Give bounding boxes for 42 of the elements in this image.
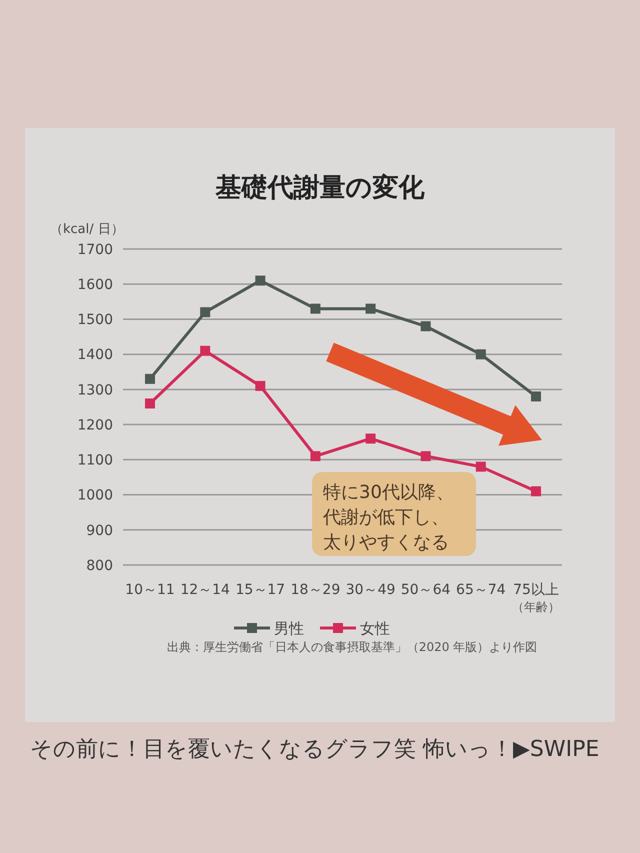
- source-note: 出典：厚生労働省「日本人の食事摂取基準」（2020 年版）より作図: [166, 640, 538, 654]
- annotation: 特に30代以降、代謝が低下し、太りやすくなる: [322, 482, 454, 553]
- point: [255, 276, 266, 286]
- x-axis-title: （年齢）: [512, 600, 560, 614]
- point: [420, 321, 431, 332]
- y-tick-label: 1100: [77, 452, 113, 469]
- point: [255, 380, 266, 391]
- x-tick-label: 50～64: [400, 582, 451, 598]
- point: [531, 391, 541, 402]
- x-tick-label: 10～11: [125, 582, 175, 598]
- y-tick-label: 1700: [77, 242, 113, 258]
- y-tick-label: 900: [86, 522, 113, 539]
- y-axis-title: （kcal/ 日）: [50, 222, 124, 237]
- x-tick-label: 15～17: [235, 582, 286, 598]
- y-tick-label: 1000: [77, 488, 113, 504]
- point: [200, 346, 210, 356]
- y-tick-label: 1200: [77, 417, 113, 434]
- y-tick-label: 1400: [77, 347, 113, 364]
- point: [310, 304, 320, 314]
- legend-label: 男性: [274, 619, 304, 638]
- x-tick-label: 18～29: [290, 582, 340, 598]
- point: [310, 451, 320, 462]
- point: [476, 462, 486, 472]
- point: [476, 349, 486, 360]
- point: [200, 307, 210, 318]
- y-tick-label: 800: [86, 558, 113, 574]
- point: [420, 451, 431, 462]
- point: [366, 434, 376, 444]
- text: その前に！目を覆いたくなるグラフ笑 怖いっ！▶SWIPE: [30, 737, 600, 762]
- y-tick-label: 1300: [77, 382, 113, 398]
- point: [145, 398, 155, 408]
- chart-title: 基礎代謝量の変化: [214, 173, 426, 203]
- y-tick-label: 1500: [77, 312, 113, 328]
- x-tick-label: 75以上: [513, 582, 559, 598]
- point: [366, 304, 376, 314]
- x-tick-label: 12～14: [180, 582, 230, 598]
- point: [531, 486, 541, 496]
- x-tick-label: 30～49: [346, 582, 396, 598]
- legend-label: 女性: [360, 619, 390, 638]
- point: [145, 374, 155, 384]
- x-tick-label: 65～74: [456, 582, 506, 598]
- y-tick-label: 1600: [77, 277, 113, 294]
